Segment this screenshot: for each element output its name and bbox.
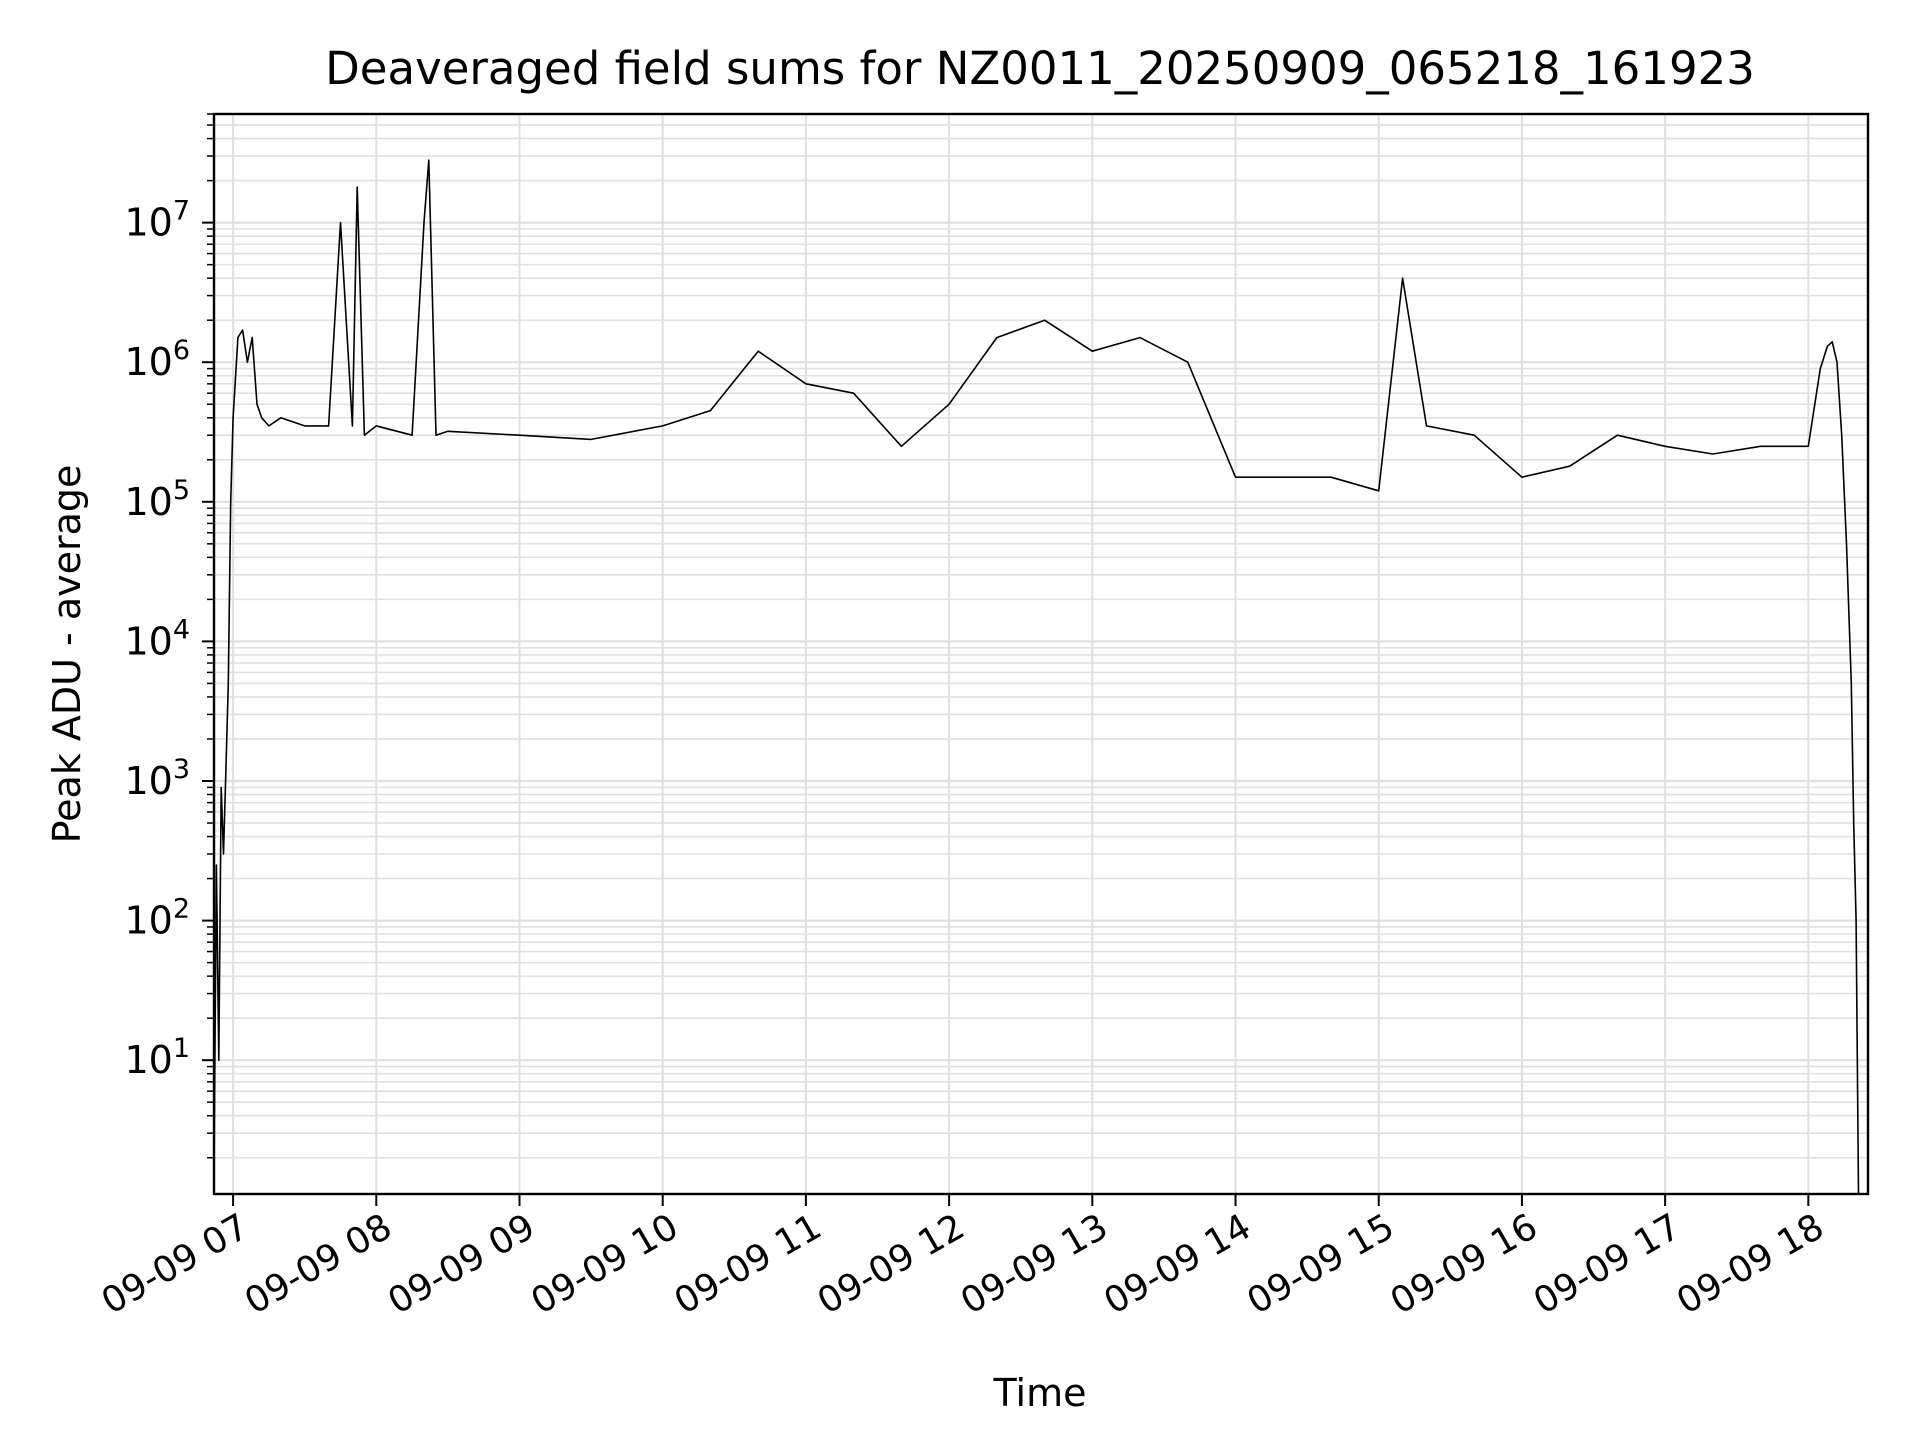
x-tick-label: 09-09 09	[381, 1206, 542, 1322]
x-tick-label: 09-09 14	[1097, 1206, 1258, 1322]
x-tick-label: 09-09 15	[1241, 1206, 1402, 1322]
x-tick-label: 09-09 16	[1384, 1206, 1545, 1322]
y-tick-label: 106	[124, 335, 190, 384]
x-tick-label: 09-09 12	[811, 1206, 972, 1322]
x-axis-label: Time	[993, 1371, 1087, 1415]
y-tick-label: 102	[124, 894, 190, 943]
y-tick-label: 103	[124, 754, 190, 803]
y-axis-label: Peak ADU - average	[45, 465, 89, 844]
x-tick-label: 09-09 07	[95, 1206, 256, 1322]
x-tick-label: 09-09 13	[954, 1206, 1115, 1322]
x-tick-label: 09-09 17	[1527, 1206, 1688, 1322]
x-tick-label: 09-09 10	[525, 1206, 686, 1322]
x-tick-label: 09-09 11	[668, 1206, 829, 1322]
y-tick-label: 105	[124, 475, 190, 524]
x-tick-label: 09-09 18	[1670, 1206, 1831, 1322]
y-tick-label: 101	[124, 1033, 190, 1082]
y-tick-label: 104	[124, 614, 190, 663]
chart-title: Deaveraged field sums for NZ0011_2025090…	[325, 42, 1755, 95]
data-line-group	[213, 159, 1860, 1195]
plot-frame	[212, 112, 1870, 1196]
y-axis: 101 102 103 104 105 106 107	[124, 113, 214, 1159]
grid	[214, 113, 1868, 1194]
x-tick-label: 09-09 08	[238, 1206, 399, 1322]
y-tick-label: 107	[124, 196, 190, 245]
data-line	[213, 159, 1860, 1195]
